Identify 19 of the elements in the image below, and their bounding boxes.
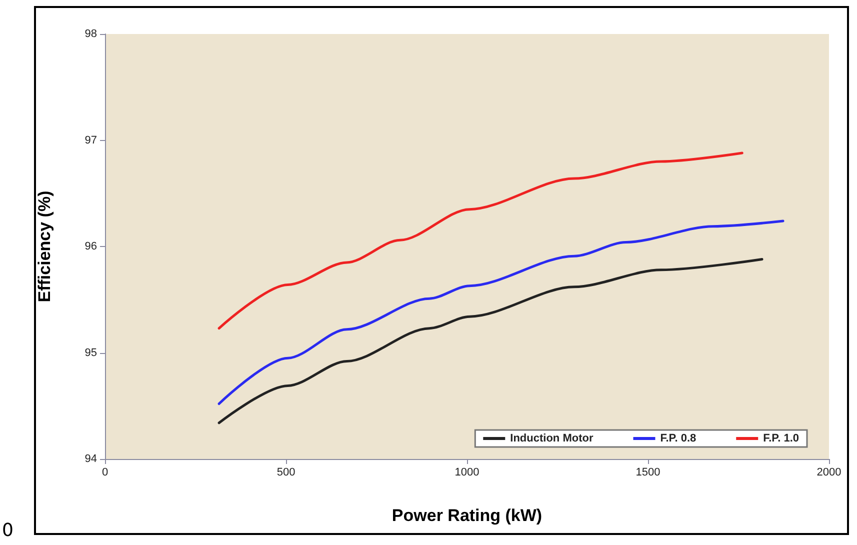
text: 0 xyxy=(2,520,14,541)
x-axis-title: Power Rating (kW) xyxy=(392,506,542,525)
y-axis-title: Efficiency (%) xyxy=(35,190,54,302)
line-series xyxy=(218,258,764,424)
y-tick-label: 96 xyxy=(84,240,97,252)
legend-label: F.P. 1.0 xyxy=(763,432,800,444)
x-tick-label: 2000 xyxy=(816,466,842,478)
x-tick-label: 1000 xyxy=(454,466,480,478)
legend-label: F.P. 0.8 xyxy=(660,432,696,444)
line-series xyxy=(218,220,784,405)
y-tick-label: 97 xyxy=(84,134,97,146)
y-tick-label: 95 xyxy=(84,346,97,359)
line-series xyxy=(218,152,744,330)
x-tick-label: 0 xyxy=(102,466,108,478)
legend-label: Induction Motor xyxy=(510,432,594,444)
x-tick-label: 1500 xyxy=(636,466,660,478)
y-tick-label: 98 xyxy=(84,28,97,40)
x-tick-label: 500 xyxy=(276,466,296,478)
y-tick-label: 94 xyxy=(84,453,97,465)
